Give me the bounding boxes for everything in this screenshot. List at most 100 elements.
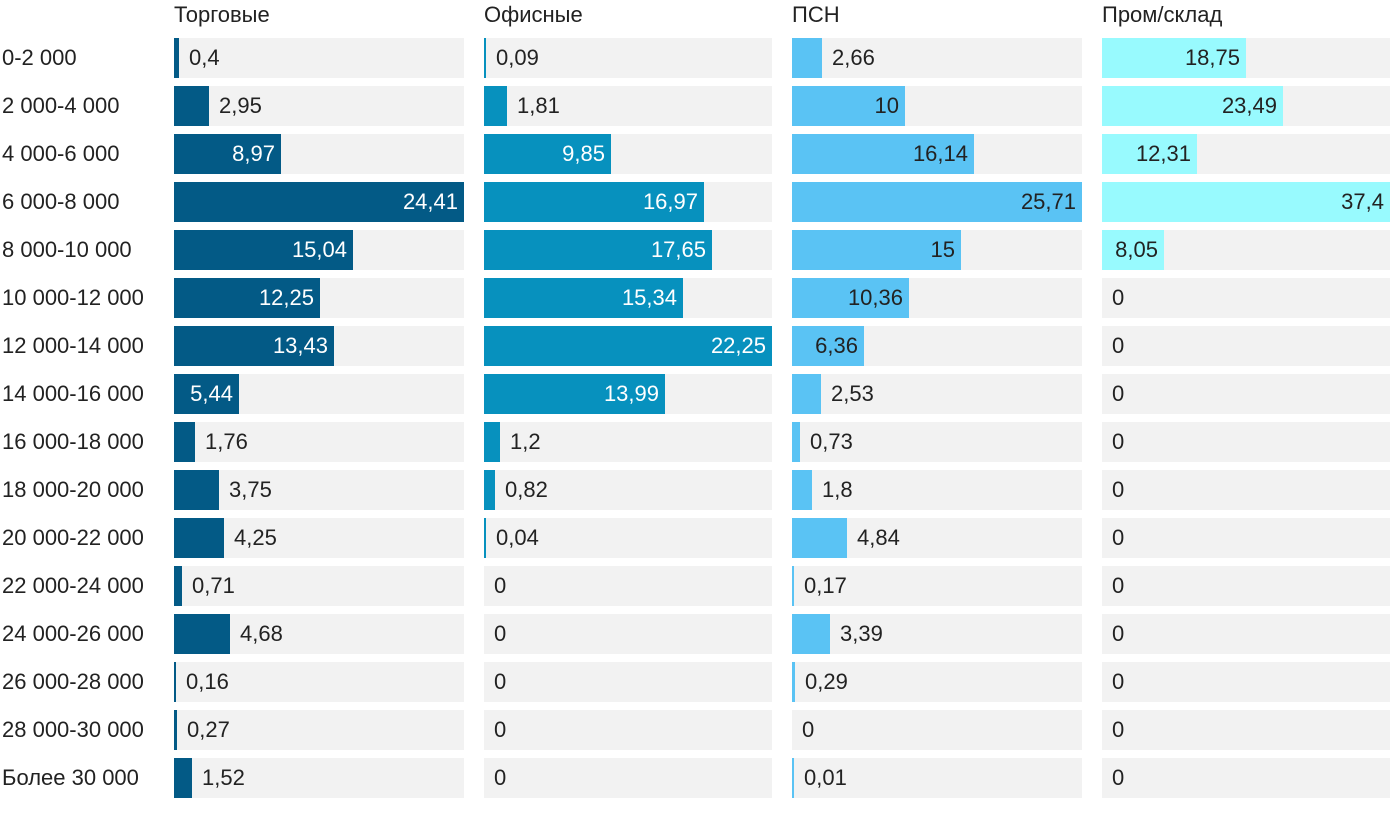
bar-track: 6,36: [792, 326, 1082, 366]
bar-track: 0: [1102, 518, 1390, 558]
bar-track: 0: [1102, 422, 1390, 462]
bar: [792, 614, 830, 654]
bar: [484, 230, 712, 270]
bar: [792, 278, 909, 318]
value-label: 13,43: [272, 333, 328, 358]
value-label: 0: [494, 621, 507, 646]
bar-track: 0,01: [792, 758, 1082, 798]
bar-track: 12,31: [1102, 134, 1390, 174]
value-label: 15: [930, 237, 955, 262]
value-label: 0: [1112, 573, 1125, 598]
bar: [1102, 230, 1164, 270]
category-label: 8 000-10 000: [2, 237, 132, 262]
bar-track: 0: [1102, 710, 1390, 750]
panel-title: Пром/склад: [1102, 2, 1223, 27]
bar-track: 1,52: [174, 758, 464, 798]
bar: [174, 230, 353, 270]
value-label: 0: [1112, 429, 1125, 454]
panel-title: ПСН: [792, 2, 840, 27]
bar-track: 16,14: [792, 134, 1082, 174]
value-label: 8,97: [232, 141, 275, 166]
bar-track: 0: [484, 614, 772, 654]
value-label: 0,29: [805, 669, 848, 694]
bar: [484, 278, 683, 318]
bar-track: 22,25: [484, 326, 772, 366]
bar: [484, 38, 486, 78]
bar: [484, 326, 772, 366]
value-label: 2,95: [219, 93, 262, 118]
bar-track: 0: [1102, 470, 1390, 510]
bar-track: 0: [1102, 614, 1390, 654]
bar-track: 0: [1102, 374, 1390, 414]
bar-track: 1,2: [484, 422, 772, 462]
value-label: 12,25: [258, 285, 314, 310]
value-label: 0: [1112, 477, 1125, 502]
value-label: 0: [494, 573, 507, 598]
value-label: 4,68: [240, 621, 283, 646]
bar-track: 1,81: [484, 86, 772, 126]
bar-track: 15,34: [484, 278, 772, 318]
bar-track: 13,43: [174, 326, 464, 366]
bar: [792, 422, 800, 462]
category-label: Более 30 000: [2, 765, 139, 790]
bar: [174, 278, 320, 318]
bar: [484, 86, 507, 126]
value-label: 1,2: [510, 429, 541, 454]
category-label: 10 000-12 000: [2, 285, 144, 310]
bar-track: 4,68: [174, 614, 464, 654]
bar-track: 0: [1102, 758, 1390, 798]
bar-track: 0,71: [174, 566, 464, 606]
bar-track: 13,99: [484, 374, 772, 414]
bar: [792, 38, 822, 78]
value-label: 0: [494, 669, 507, 694]
bar-track: 2,66: [792, 38, 1082, 78]
value-label: 6,36: [815, 333, 858, 358]
value-label: 0: [1112, 285, 1125, 310]
bar-track: 0: [484, 758, 772, 798]
value-label: 24,41: [402, 189, 458, 214]
bar: [1102, 38, 1246, 78]
bar: [792, 134, 974, 174]
category-label: 16 000-18 000: [2, 429, 144, 454]
bar-track: 1,8: [792, 470, 1082, 510]
bar: [174, 422, 195, 462]
bar-track: 10,36: [792, 278, 1082, 318]
value-label: 0,27: [187, 717, 230, 742]
value-label: 0,4: [189, 45, 220, 70]
panel-title: Офисные: [484, 2, 583, 27]
bar-track: 0: [484, 710, 772, 750]
bar-track: 15: [792, 230, 1082, 270]
category-label: 24 000-26 000: [2, 621, 144, 646]
bar: [484, 374, 665, 414]
bar: [174, 614, 230, 654]
bar-track: 16,97: [484, 182, 772, 222]
category-label: 6 000-8 000: [2, 189, 120, 214]
bar-track: 1,76: [174, 422, 464, 462]
value-label: 15,34: [621, 285, 677, 310]
value-label: 0,17: [804, 573, 847, 598]
bar-track: 0: [792, 710, 1082, 750]
bar: [174, 182, 464, 222]
bar-track: 0: [1102, 278, 1390, 318]
bar-track: 0,17: [792, 566, 1082, 606]
bar-track: 0: [1102, 326, 1390, 366]
bar-track: 10: [792, 86, 1082, 126]
value-label: 0: [802, 717, 815, 742]
bar-track: 8,05: [1102, 230, 1390, 270]
bar-track: 23,49: [1102, 86, 1390, 126]
bar-track: 0: [484, 566, 772, 606]
bar-track: 17,65: [484, 230, 772, 270]
value-label: 0: [494, 717, 507, 742]
value-label: 1,52: [202, 765, 245, 790]
bar-track: 4,84: [792, 518, 1082, 558]
bar-track: 2,95: [174, 86, 464, 126]
bar-track: 3,39: [792, 614, 1082, 654]
value-label: 16,97: [642, 189, 698, 214]
value-label: 23,49: [1221, 93, 1277, 118]
value-label: 0: [494, 765, 507, 790]
bar-track: 0,04: [484, 518, 772, 558]
panel-title: Торговые: [174, 2, 270, 27]
bar: [1102, 134, 1197, 174]
bar: [174, 326, 334, 366]
